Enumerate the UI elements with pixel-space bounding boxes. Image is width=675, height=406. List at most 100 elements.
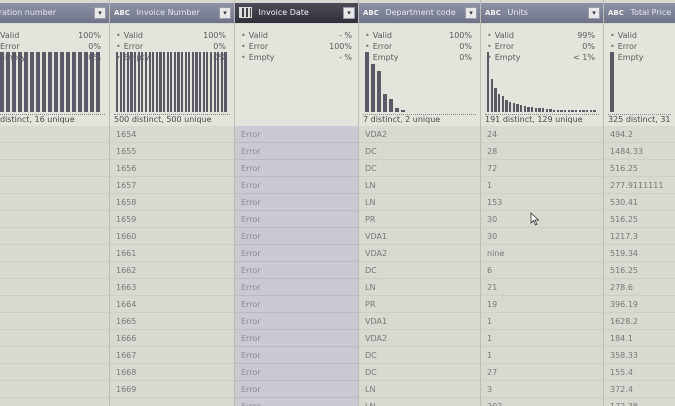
table-cell[interactable]: DC [359,262,480,279]
table-cell[interactable]: LN [359,194,480,211]
table-cell[interactable]: 1 [481,177,603,194]
table-cell[interactable]: 1667 [110,347,234,364]
table-cell[interactable]: Error [235,279,358,296]
table-cell[interactable]: Error [235,228,358,245]
column-invoice-date[interactable]: Invoice Date ▾ • Valid - % • Error 100% • Emp… [235,0,359,406]
table-cell[interactable]: 1663 [110,279,234,296]
table-cell[interactable]: LN [359,177,480,194]
table-cell[interactable]: Error [235,160,358,177]
table-cell[interactable] [0,126,109,143]
column-header[interactable]: ABC Units ▾ [481,3,603,23]
column-header[interactable]: ABC Department code ▾ [359,3,480,23]
table-cell[interactable] [0,364,109,381]
table-cell[interactable]: 1 [481,347,603,364]
column-header[interactable]: Invoice Date ▾ [235,3,358,23]
table-cell[interactable]: nine [481,245,603,262]
table-cell[interactable]: 27 [481,364,603,381]
table-cell[interactable]: 1660 [110,228,234,245]
table-cell[interactable]: 1484.33 [604,143,675,160]
table-cell[interactable]: 1654 [110,126,234,143]
column-total-price[interactable]: ABC Total Price •Valid •Error •Empty 325… [604,0,675,406]
table-cell[interactable]: 396.19 [604,296,675,313]
table-cell[interactable] [0,313,109,330]
table-cell[interactable]: 1628.2 [604,313,675,330]
table-cell[interactable]: 30 [481,228,603,245]
table-cell[interactable]: VDA2 [359,245,480,262]
table-cell[interactable]: Error [235,381,358,398]
table-cell[interactable]: 1217.3 [604,228,675,245]
table-cell[interactable]: LN [359,381,480,398]
column-header[interactable]: ABC Total Price [604,3,675,23]
table-cell[interactable]: 1655 [110,143,234,160]
text-type-icon[interactable]: ABC [363,9,379,17]
table-cell[interactable] [0,262,109,279]
table-cell[interactable]: Error [235,364,358,381]
table-cell[interactable] [0,228,109,245]
table-cell[interactable]: Error [235,398,358,406]
table-cell[interactable]: 516.25 [604,211,675,228]
text-type-icon[interactable]: ABC [114,9,130,17]
table-cell[interactable]: PR [359,296,480,313]
table-cell[interactable]: Error [235,245,358,262]
table-cell[interactable]: 372.4 [604,381,675,398]
table-cell[interactable]: 519.34 [604,245,675,262]
table-cell[interactable]: LN [359,279,480,296]
table-cell[interactable] [0,211,109,228]
table-cell[interactable]: Error [235,262,358,279]
table-cell[interactable]: 530.41 [604,194,675,211]
table-cell[interactable] [0,347,109,364]
table-cell[interactable]: Error [235,143,358,160]
table-cell[interactable]: 1665 [110,313,234,330]
table-cell[interactable] [0,177,109,194]
table-cell[interactable]: 494.2 [604,126,675,143]
table-cell[interactable]: VDA2 [359,330,480,347]
chevron-down-icon[interactable]: ▾ [94,7,106,19]
table-cell[interactable] [0,245,109,262]
table-cell[interactable]: 1666 [110,330,234,347]
table-cell[interactable]: 21 [481,279,603,296]
column-department-code[interactable]: ABC Department code ▾ • Valid 100% • Error 0… [359,0,481,406]
column-units[interactable]: ABC Units ▾ • Valid 99% • Error 0% • Empty < 1… [481,0,604,406]
table-cell[interactable]: 358.33 [604,347,675,364]
chevron-down-icon[interactable]: ▾ [588,7,600,19]
table-cell[interactable]: VDA1 [359,228,480,245]
table-cell[interactable] [0,296,109,313]
table-cell[interactable]: 6 [481,262,603,279]
table-cell[interactable]: 3 [481,381,603,398]
table-cell[interactable] [0,160,109,177]
table-cell[interactable] [0,194,109,211]
table-cell[interactable] [0,330,109,347]
chevron-down-icon[interactable]: ▾ [343,7,355,19]
table-cell[interactable]: 184.1 [604,330,675,347]
table-cell[interactable]: Error [235,347,358,364]
table-cell[interactable]: 153 [481,194,603,211]
table-cell[interactable]: 28 [481,143,603,160]
table-cell[interactable]: 1669 [110,381,234,398]
table-cell[interactable]: 1661 [110,245,234,262]
table-cell[interactable]: 1664 [110,296,234,313]
table-cell[interactable]: DC [359,160,480,177]
column-invoice-number[interactable]: ABC Invoice Number ▾ • Valid 100% • Error 0%… [110,0,235,406]
table-cell[interactable]: 1 [481,313,603,330]
table-cell[interactable]: 1656 [110,160,234,177]
table-cell[interactable]: Error [235,194,358,211]
table-cell[interactable]: Error [235,330,358,347]
table-cell[interactable]: 1662 [110,262,234,279]
table-cell[interactable]: 155.4 [604,364,675,381]
table-cell[interactable]: 72 [481,160,603,177]
table-cell[interactable]: 1 [481,330,603,347]
table-cell[interactable]: 203 [481,398,603,406]
table-cell[interactable]: Error [235,296,358,313]
text-type-icon[interactable]: ABC [608,9,624,17]
table-cell[interactable]: 277.9111111 [604,177,675,194]
table-cell[interactable]: 278.6 [604,279,675,296]
table-cell[interactable]: PR [359,211,480,228]
column-header[interactable]: Registration number ▾ [0,3,109,23]
table-cell[interactable]: Error [235,126,358,143]
table-cell[interactable]: 172.38 [604,398,675,406]
table-cell[interactable]: 19 [481,296,603,313]
table-cell[interactable]: 516.25 [604,160,675,177]
table-cell[interactable] [0,381,109,398]
table-cell[interactable]: 516.25 [604,262,675,279]
